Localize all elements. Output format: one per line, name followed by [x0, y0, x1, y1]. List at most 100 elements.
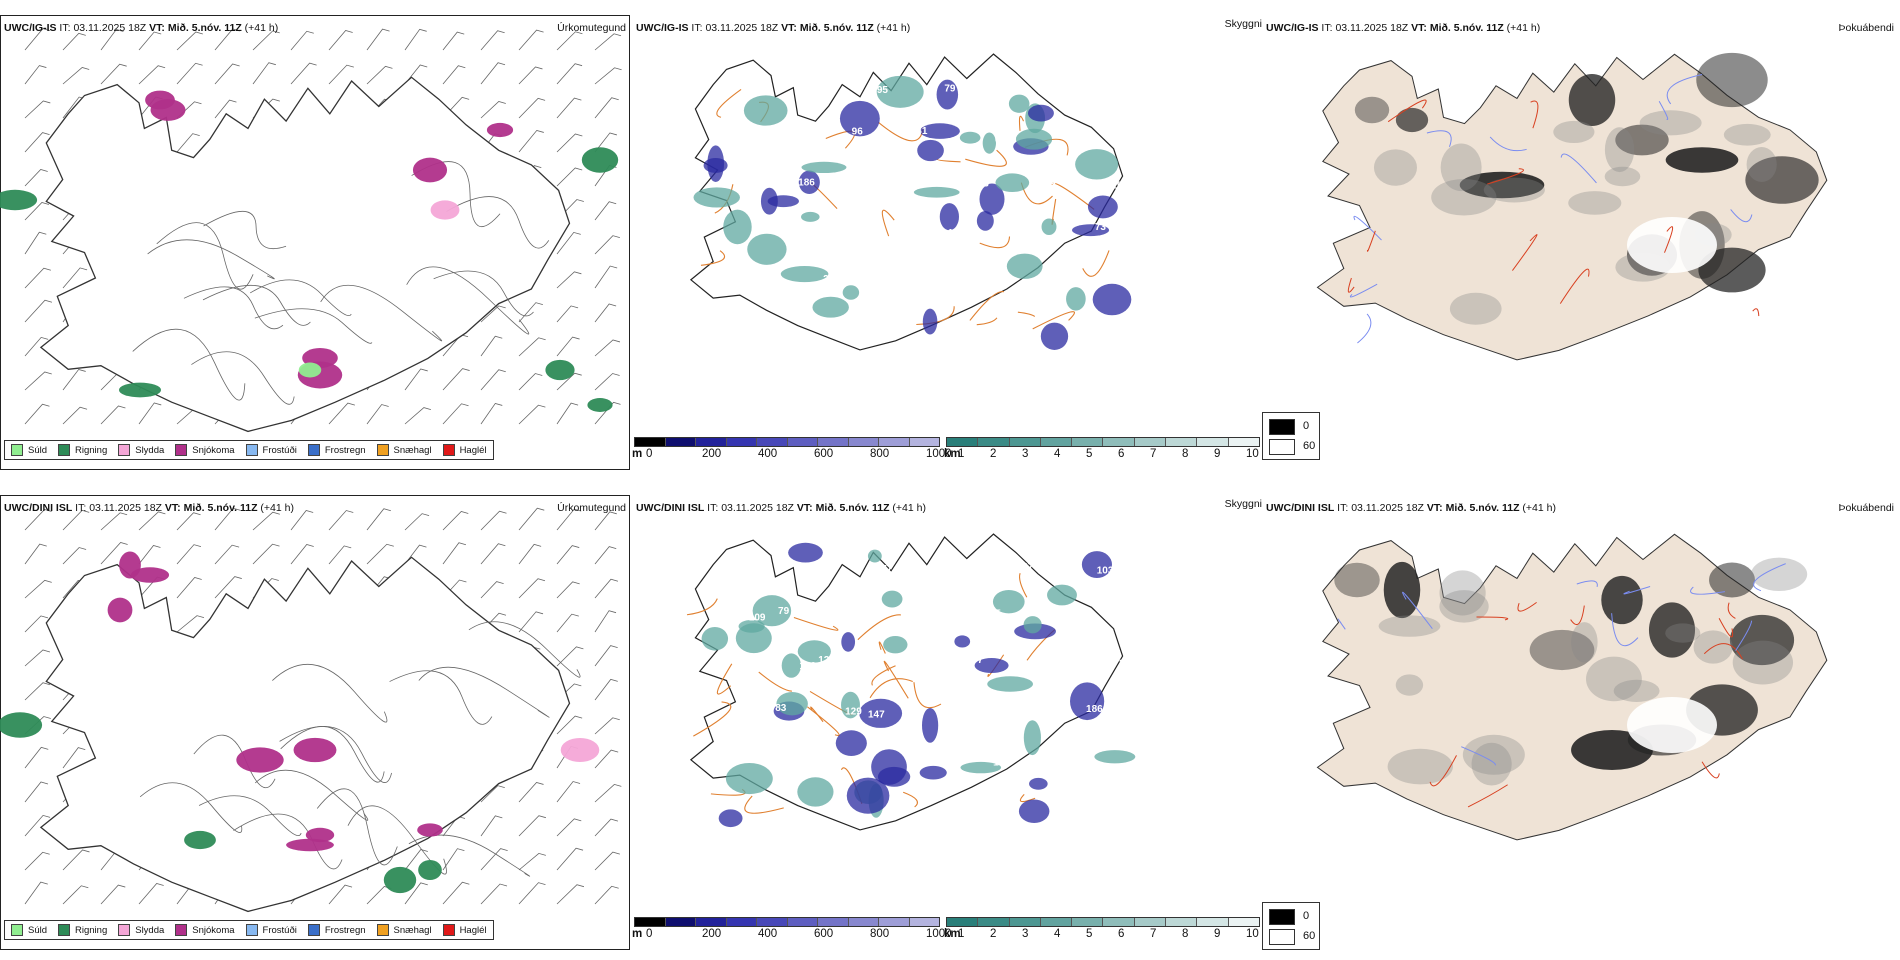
wind-barb: [556, 545, 580, 565]
wind-barb: [594, 303, 617, 323]
fog-legend-label: 60: [1303, 930, 1316, 942]
fog-dark-area: [1698, 247, 1766, 293]
cloud-patch: [992, 589, 1025, 614]
contour-line: [279, 726, 392, 783]
cloud-patch: [859, 698, 903, 728]
ceiling-value: 147: [948, 228, 965, 239]
legend-item: Frostregn: [307, 924, 366, 936]
fog-dark-area: [1568, 74, 1616, 126]
colorbar-step: [787, 918, 818, 926]
wind-barb: [556, 402, 579, 425]
legend-item: Frostúði: [245, 924, 297, 936]
colorbar-tick: 200: [702, 928, 722, 940]
legend-label: Slydda: [135, 444, 165, 456]
colorbar-step: [757, 438, 788, 446]
fog-legend: 0 60: [1262, 412, 1320, 460]
wind-barb: [100, 63, 127, 85]
road: [1727, 602, 1736, 619]
river: [1576, 580, 1598, 587]
wind-barb: [480, 62, 506, 85]
road: [686, 598, 718, 616]
precip-map: [0, 507, 622, 913]
road: [903, 791, 918, 808]
precip-map: [0, 28, 622, 433]
wind-barb: [442, 542, 467, 565]
wind-barb: [214, 99, 237, 119]
legend-label: Slydda: [135, 924, 165, 936]
fog-dark-area: [1696, 52, 1768, 108]
sleet-area: [560, 737, 600, 763]
colorbar-step: [848, 918, 879, 926]
cloud-patch: [939, 203, 960, 231]
fog-mid-area: [1449, 292, 1502, 325]
wind-barb: [594, 818, 619, 837]
road: [979, 236, 1011, 249]
colorbar-step: [909, 918, 939, 926]
cloud-patch: [693, 187, 740, 208]
wind-barb: [594, 851, 620, 871]
wind-barb: [442, 848, 465, 871]
wind-barb: [480, 543, 506, 565]
precip-type-panel: UWC/IG-IS IT: 03.11.2025 18Z VT: Mið. 5.…: [0, 10, 632, 475]
contour-line: [272, 663, 388, 723]
wind-barb: [24, 28, 51, 51]
fog-white-area: [1627, 217, 1717, 273]
wind-barb: [594, 749, 619, 769]
colorbar-tick: 200: [702, 448, 722, 460]
ceiling-value: 128: [950, 557, 967, 568]
colorbar-tick: 800: [870, 928, 890, 940]
lead-time: (+41 h): [892, 502, 926, 514]
colorbar-step: [947, 918, 979, 926]
cloud-patch: [747, 233, 787, 265]
ceiling-value: 266: [823, 274, 840, 285]
ceiling-value: 123: [818, 655, 835, 666]
colorbar-step: [726, 918, 757, 926]
wind-barb: [366, 508, 391, 531]
road: [965, 149, 1007, 167]
wind-barb: [518, 781, 544, 803]
wind-barb: [62, 547, 87, 565]
river: [1690, 586, 1726, 595]
wind-barb: [24, 682, 51, 701]
cloud-patch: [1015, 128, 1053, 150]
river: [1560, 153, 1597, 184]
wind-barb: [176, 544, 202, 565]
river: [1623, 585, 1651, 595]
contour-lines: [132, 161, 550, 405]
fog-dark-area: [1459, 171, 1545, 199]
wind-barb: [214, 507, 241, 531]
contour-line: [468, 621, 581, 678]
wind-barb: [252, 543, 280, 565]
wind-barb: [404, 28, 427, 51]
snow-area: [130, 567, 170, 583]
colorbar-step: [1166, 438, 1198, 446]
wind-barb: [480, 305, 506, 323]
wind-barb: [594, 339, 621, 357]
cloud-patch: [1023, 616, 1042, 634]
cloud-patch: [701, 626, 729, 651]
legend-swatch: [175, 924, 188, 936]
wind-barb: [24, 65, 47, 85]
fog-legend-swatch: [1269, 929, 1295, 945]
legend-label: Rigning: [75, 444, 108, 456]
ceiling-value: 95: [990, 609, 1002, 620]
snow-area: [305, 827, 335, 843]
contour-line: [254, 769, 369, 821]
road: [1347, 277, 1355, 293]
road: [976, 317, 998, 326]
ceiling-value: 96: [852, 127, 864, 138]
panel-name-fog: Þokuábendi: [1838, 502, 1894, 514]
wind-barb: [556, 167, 583, 187]
cloud-patch: [954, 635, 971, 648]
wind-barb: [366, 886, 392, 905]
wind-barb: [214, 544, 240, 565]
legend-label: Snæhagl: [393, 924, 432, 936]
road: [1051, 182, 1095, 210]
ceiling-value: 04: [771, 128, 783, 139]
colorbar-tick: 6: [1118, 448, 1125, 460]
ceiling-value: 186: [1086, 704, 1103, 715]
colorbar-step: [1197, 438, 1229, 446]
wind-barb: [252, 62, 276, 85]
fog-legend-label: 0: [1303, 420, 1310, 432]
panel-title: UWC/IG-IS IT: 03.11.2025 18Z VT: Mið. 5.…: [4, 22, 278, 34]
